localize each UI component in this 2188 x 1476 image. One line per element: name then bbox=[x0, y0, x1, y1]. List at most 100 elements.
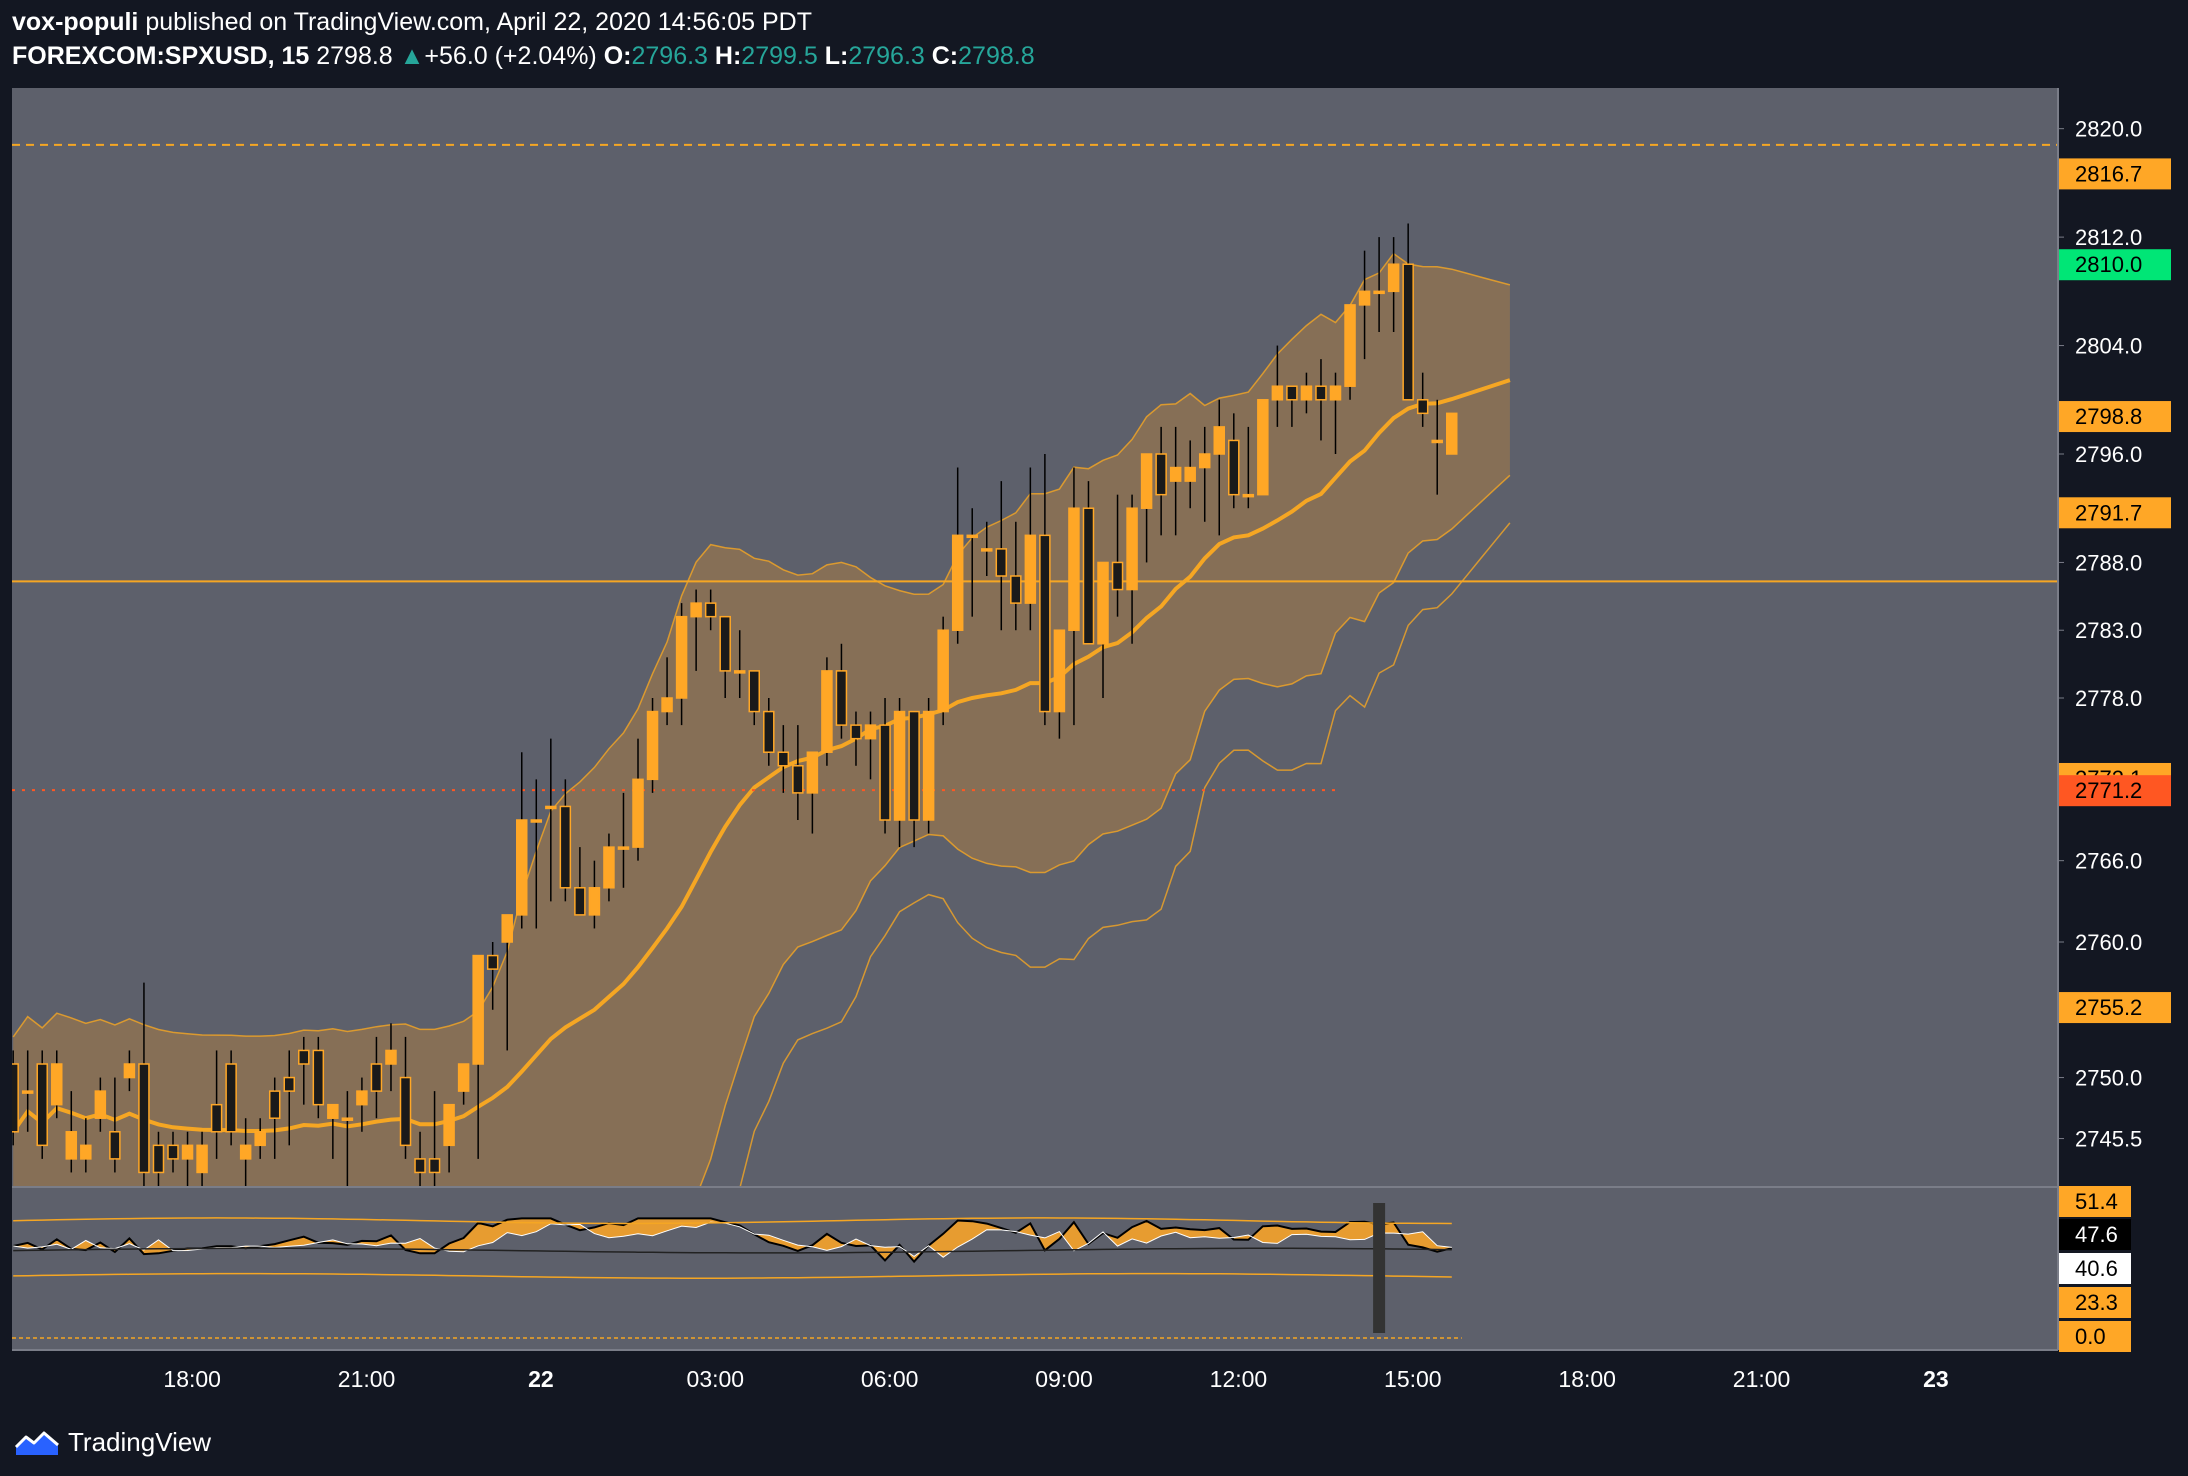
low-label: L: bbox=[824, 42, 849, 70]
candle bbox=[893, 698, 906, 848]
candle bbox=[1315, 359, 1327, 441]
candle-body bbox=[196, 1144, 208, 1174]
candle-body bbox=[937, 629, 949, 713]
candle bbox=[835, 643, 848, 739]
candle-body bbox=[588, 887, 601, 916]
outer-lower-band-line bbox=[739, 522, 1511, 1186]
candle bbox=[327, 1103, 339, 1159]
candle bbox=[268, 1077, 281, 1159]
candle bbox=[109, 1077, 121, 1173]
candle bbox=[312, 1036, 325, 1119]
candle-body bbox=[1228, 439, 1240, 496]
candle bbox=[995, 481, 1008, 631]
candle-body bbox=[1271, 385, 1284, 401]
candle bbox=[225, 1050, 237, 1146]
author-name[interactable]: vox-populi bbox=[12, 8, 139, 36]
price-tick-label: 2804.0 bbox=[2075, 334, 2142, 359]
bollinger-bands bbox=[12, 252, 1511, 1186]
price-label-text: 2791.7 bbox=[2075, 500, 2142, 525]
candle bbox=[1373, 237, 1385, 332]
candle bbox=[210, 1050, 223, 1159]
candle bbox=[167, 1131, 179, 1173]
candle-body bbox=[893, 710, 906, 821]
candle-body bbox=[661, 697, 673, 713]
price-label-badge: 2791.7 bbox=[2059, 497, 2171, 529]
time-axis[interactable]: 18:00 21:00 22 03:00 06:00 09:00 12:00 15:00 18:… bbox=[163, 1366, 1948, 1392]
oscillator-upper-line bbox=[13, 1217, 1452, 1225]
oscillator-label-box bbox=[2059, 1253, 2131, 1284]
time-tick-label: 21:00 bbox=[1733, 1366, 1791, 1392]
candle bbox=[1402, 223, 1414, 401]
candle-body bbox=[283, 1076, 296, 1092]
candle bbox=[196, 1131, 208, 1186]
price-tick-label: 2778.0 bbox=[2075, 686, 2142, 711]
candle bbox=[298, 1036, 310, 1105]
candle-body bbox=[922, 710, 935, 821]
candle-body bbox=[879, 724, 891, 821]
price-label-box bbox=[2059, 158, 2171, 190]
price-label-text: 2798.8 bbox=[2075, 404, 2142, 429]
candle bbox=[966, 508, 978, 617]
candle-body bbox=[65, 1131, 78, 1160]
candle-body bbox=[632, 778, 644, 848]
candle-body bbox=[298, 1049, 310, 1065]
published-text: published on TradingView.com, April 22, … bbox=[145, 8, 812, 36]
candle-body bbox=[1068, 507, 1080, 631]
candle bbox=[283, 1050, 296, 1146]
candle bbox=[792, 725, 804, 820]
last-price: 2798.8 bbox=[316, 42, 393, 70]
candle-body bbox=[1446, 412, 1458, 455]
candle bbox=[617, 792, 630, 888]
oscillator-line bbox=[12, 1217, 1453, 1264]
candle-body bbox=[777, 751, 790, 767]
oscillator-pane bbox=[12, 1203, 1462, 1339]
basis-line bbox=[12, 378, 1511, 1133]
candle-body bbox=[385, 1049, 397, 1065]
candle bbox=[981, 521, 993, 576]
candle-body bbox=[1010, 575, 1022, 604]
price-tick-label: 2745.5 bbox=[2075, 1127, 2142, 1152]
candle-body bbox=[821, 670, 833, 753]
candle bbox=[12, 1050, 19, 1146]
candle-body bbox=[457, 1063, 470, 1092]
candle-body bbox=[1431, 439, 1443, 444]
price-label-text: 2810.0 bbox=[2075, 252, 2142, 277]
candle-body bbox=[1329, 385, 1342, 401]
candle-body bbox=[399, 1076, 412, 1147]
candle bbox=[385, 1023, 397, 1092]
candle bbox=[1271, 345, 1284, 427]
open-value: 2796.3 bbox=[631, 42, 708, 70]
candle-body bbox=[1257, 399, 1269, 496]
candle bbox=[733, 630, 746, 698]
oscillator-label-text: 23.3 bbox=[2075, 1290, 2118, 1315]
candle bbox=[545, 738, 557, 902]
candle bbox=[443, 1103, 455, 1173]
candle bbox=[254, 1118, 266, 1159]
oscillator-label-box bbox=[2059, 1219, 2131, 1250]
candle bbox=[690, 589, 702, 671]
candle bbox=[399, 1036, 412, 1159]
close-value: 2798.8 bbox=[958, 42, 1035, 70]
candle bbox=[530, 779, 543, 929]
price-label-box bbox=[2059, 775, 2171, 807]
chart-header: vox-populi published on TradingView.com,… bbox=[0, 0, 2188, 88]
candle-body bbox=[690, 602, 702, 618]
close-label: C: bbox=[931, 42, 959, 70]
price-label-badge: 2798.8 bbox=[2059, 401, 2171, 433]
candle bbox=[123, 1050, 136, 1092]
candle bbox=[1416, 372, 1429, 427]
tradingview-logo[interactable]: TradingView bbox=[14, 1424, 211, 1460]
oscillator-label-badge: 23.3 bbox=[2059, 1287, 2131, 1318]
candle bbox=[588, 860, 601, 929]
candle bbox=[370, 1036, 383, 1119]
symbol-label[interactable]: FOREXCOM:SPXUSD, 15 bbox=[12, 42, 310, 70]
candle bbox=[908, 710, 920, 848]
candle bbox=[1358, 250, 1371, 360]
high-label: H: bbox=[714, 42, 742, 70]
candle-body bbox=[268, 1090, 281, 1119]
oscillator-axis[interactable]: 51.4 47.6 40.6 23.3 0.0 bbox=[2059, 1186, 2131, 1352]
oscillator-label-text: 40.6 bbox=[2075, 1256, 2118, 1281]
price-axis[interactable]: 2745.5 2750.0 2760.0 2766.0 2778.0 2783.0 2788… bbox=[2058, 117, 2171, 1152]
price-label-text: 2771.2 bbox=[2075, 778, 2142, 803]
